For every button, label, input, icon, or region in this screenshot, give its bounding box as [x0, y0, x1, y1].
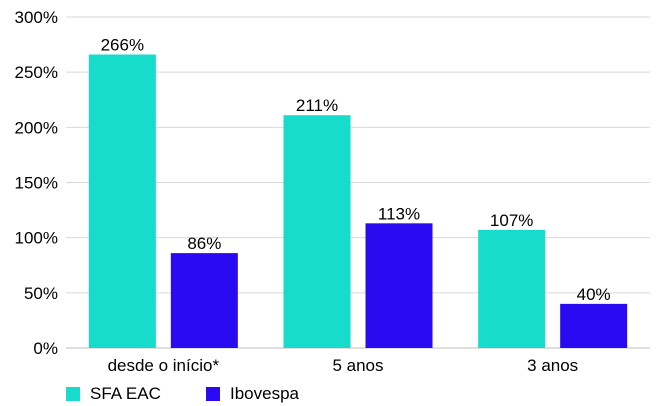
- y-axis-ticks: 0% 50% 100% 150% 200% 250% 300%: [15, 8, 58, 358]
- data-label: 40%: [577, 285, 611, 304]
- y-tick-label: 200%: [15, 118, 58, 137]
- bars: [88, 54, 628, 349]
- legend-swatch-sfa: [66, 387, 80, 401]
- y-tick-label: 100%: [15, 229, 58, 248]
- category-label: 5 anos: [332, 356, 383, 375]
- bar-sfa-eac: [88, 54, 156, 348]
- data-label: 107%: [490, 211, 533, 230]
- y-tick-label: 0%: [33, 339, 58, 358]
- bar-sfa-eac: [478, 229, 546, 348]
- category-label: 3 anos: [527, 356, 578, 375]
- data-label: 266%: [101, 36, 144, 55]
- x-axis-categories: desde o início* 5 anos 3 anos: [108, 356, 579, 375]
- data-label: 211%: [296, 96, 338, 115]
- gridlines: [66, 16, 650, 349]
- y-tick-label: 150%: [15, 174, 58, 193]
- legend-swatch-ibovespa: [206, 387, 220, 401]
- data-label: 113%: [378, 204, 420, 223]
- bar-ibovespa: [170, 253, 238, 348]
- legend: SFA EAC Ibovespa: [66, 383, 299, 405]
- legend-label-sfa: SFA EAC: [90, 384, 161, 403]
- legend-item-sfa: SFA EAC: [66, 384, 206, 404]
- bar-ibovespa: [560, 303, 628, 348]
- bar-ibovespa: [365, 223, 433, 348]
- bar-sfa-eac: [283, 115, 351, 349]
- data-labels: 266% 86% 211% 113% 107% 40%: [101, 36, 611, 304]
- legend-label-ibovespa: Ibovespa: [230, 384, 299, 403]
- category-label: desde o início*: [108, 356, 220, 375]
- data-label: 86%: [187, 234, 221, 253]
- y-tick-label: 300%: [15, 8, 58, 27]
- y-tick-label: 50%: [24, 284, 58, 303]
- y-tick-label: 250%: [15, 63, 58, 82]
- legend-item-ibovespa: Ibovespa: [206, 384, 299, 404]
